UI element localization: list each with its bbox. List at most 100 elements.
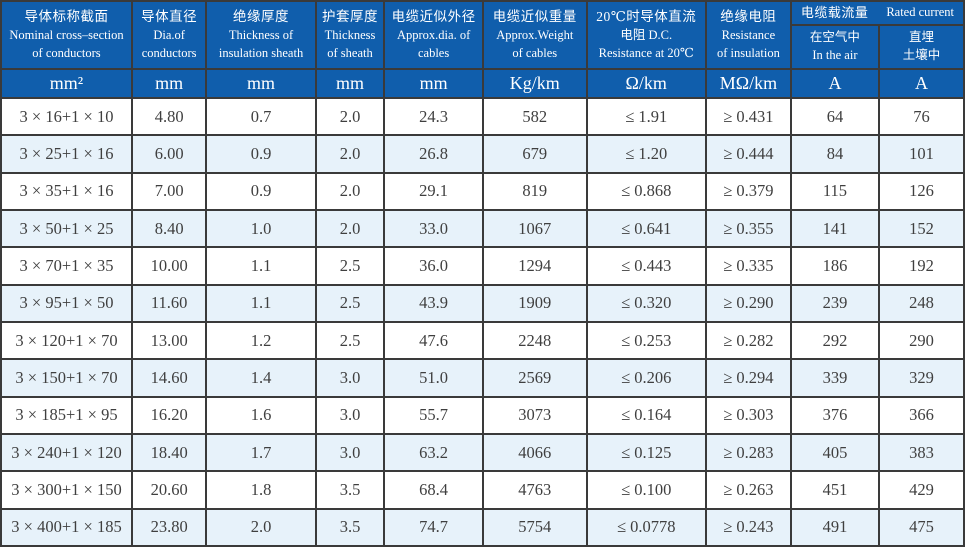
value-cell: 1.6 — [207, 397, 315, 433]
value-cell: 1.2 — [207, 322, 315, 359]
value-cell: 3.0 — [316, 397, 384, 433]
value-cell: 239 — [791, 285, 878, 321]
value-cell: 4066 — [483, 434, 586, 471]
spec-cell: 3 × 50+1 × 25 — [2, 210, 131, 247]
value-cell: 192 — [879, 248, 963, 284]
rated-current-zh-label: 电缆载流量 — [800, 4, 869, 20]
value-cell: 292 — [791, 322, 878, 359]
value-cell: ≥ 0.243 — [706, 509, 790, 545]
value-cell: ≤ 0.0778 — [587, 509, 705, 545]
value-cell: 10.00 — [132, 248, 206, 284]
value-cell: 2.5 — [316, 248, 384, 284]
value-cell: 329 — [879, 360, 963, 396]
value-cell: 0.9 — [207, 173, 315, 209]
value-cell: 582 — [483, 99, 586, 135]
value-cell: 29.1 — [385, 173, 482, 209]
value-cell: 152 — [879, 210, 963, 247]
unit-cell: mm — [132, 70, 206, 97]
unit-cell: Kg/km — [483, 70, 586, 97]
value-cell: ≥ 0.283 — [706, 434, 790, 471]
value-cell: 7.00 — [132, 173, 206, 209]
header-en-label: Thickness of insulation sheath — [218, 28, 304, 61]
value-cell: ≤ 0.253 — [587, 322, 705, 359]
header-en-label: Approx.Weight of cables — [496, 28, 574, 61]
value-cell: ≥ 0.282 — [706, 322, 790, 359]
header-zh-label: 护套厚度 — [322, 9, 378, 25]
value-cell: 248 — [879, 285, 963, 321]
value-cell: ≥ 0.444 — [706, 136, 790, 172]
value-cell: 1.8 — [207, 472, 315, 508]
header-en-label: Dia.of conductors — [141, 28, 197, 61]
value-cell: 0.7 — [207, 99, 315, 135]
value-cell: 5754 — [483, 509, 586, 545]
header-en-label: 电阻 D.C. Resistance at 20℃ — [598, 28, 694, 61]
value-cell: 68.4 — [385, 472, 482, 508]
value-cell: 36.0 — [385, 248, 482, 284]
value-cell: 43.9 — [385, 285, 482, 321]
value-cell: 0.9 — [207, 136, 315, 172]
value-cell: 1294 — [483, 248, 586, 284]
value-cell: 16.20 — [132, 397, 206, 433]
value-cell: ≤ 1.20 — [587, 136, 705, 172]
value-cell: 679 — [483, 136, 586, 172]
value-cell: 101 — [879, 136, 963, 172]
col-header-approx-weight: 电缆近似重量 Approx.Weight of cables — [483, 2, 586, 68]
value-cell: 2.0 — [316, 99, 384, 135]
header-zh-label: 绝缘电阻 — [720, 9, 777, 25]
value-cell: 1.1 — [207, 285, 315, 321]
value-cell: ≤ 0.164 — [587, 397, 705, 433]
header-en-label: Approx.dia. of cables — [396, 28, 471, 61]
header-zh-label: 导体直径 — [141, 9, 198, 25]
value-cell: 76 — [879, 99, 963, 135]
unit-cell: mm — [207, 70, 315, 97]
value-cell: 2.0 — [316, 210, 384, 247]
spec-cell: 3 × 150+1 × 70 — [2, 360, 131, 396]
in-air-label: 在空气中 In the air — [809, 30, 860, 62]
value-cell: ≤ 0.443 — [587, 248, 705, 284]
unit-cell: mm² — [2, 70, 131, 97]
value-cell: ≥ 0.431 — [706, 99, 790, 135]
spec-cell: 3 × 70+1 × 35 — [2, 248, 131, 284]
value-cell: 63.2 — [385, 434, 482, 471]
value-cell: ≥ 0.290 — [706, 285, 790, 321]
value-cell: 366 — [879, 397, 963, 433]
value-cell: 186 — [791, 248, 878, 284]
value-cell: 33.0 — [385, 210, 482, 247]
value-cell: 20.60 — [132, 472, 206, 508]
unit-cell: Ω/km — [587, 70, 705, 97]
col-header-dc-resistance: 20℃时导体直流 电阻 D.C. Resistance at 20℃ — [587, 2, 705, 68]
value-cell: 2.5 — [316, 322, 384, 359]
spec-cell: 3 × 95+1 × 50 — [2, 285, 131, 321]
value-cell: 1909 — [483, 285, 586, 321]
value-cell: 14.60 — [132, 360, 206, 396]
value-cell: 405 — [791, 434, 878, 471]
value-cell: 290 — [879, 322, 963, 359]
spec-cell: 3 × 300+1 × 150 — [2, 472, 131, 508]
value-cell: 383 — [879, 434, 963, 471]
value-cell: 115 — [791, 173, 878, 209]
header-en-label: Resistance of insulation — [716, 28, 780, 61]
rated-current-en-label: Rated current — [886, 5, 955, 20]
value-cell: 2248 — [483, 322, 586, 359]
value-cell: 429 — [879, 472, 963, 508]
value-cell: 6.00 — [132, 136, 206, 172]
value-cell: ≤ 1.91 — [587, 99, 705, 135]
value-cell: ≥ 0.379 — [706, 173, 790, 209]
header-en-label: Thickness of sheath — [324, 28, 376, 61]
value-cell: ≤ 0.641 — [587, 210, 705, 247]
value-cell: 3.0 — [316, 360, 384, 396]
value-cell: 491 — [791, 509, 878, 545]
spec-cell: 3 × 120+1 × 70 — [2, 322, 131, 359]
value-cell: 18.40 — [132, 434, 206, 471]
unit-cell: mm — [316, 70, 384, 97]
spec-cell: 3 × 185+1 × 95 — [2, 397, 131, 433]
value-cell: 2.0 — [316, 136, 384, 172]
value-cell: ≥ 0.355 — [706, 210, 790, 247]
value-cell: 4763 — [483, 472, 586, 508]
header-zh-label: 电缆近似外径 — [391, 9, 476, 25]
value-cell: 3073 — [483, 397, 586, 433]
value-cell: 8.40 — [132, 210, 206, 247]
value-cell: 74.7 — [385, 509, 482, 545]
value-cell: 2569 — [483, 360, 586, 396]
